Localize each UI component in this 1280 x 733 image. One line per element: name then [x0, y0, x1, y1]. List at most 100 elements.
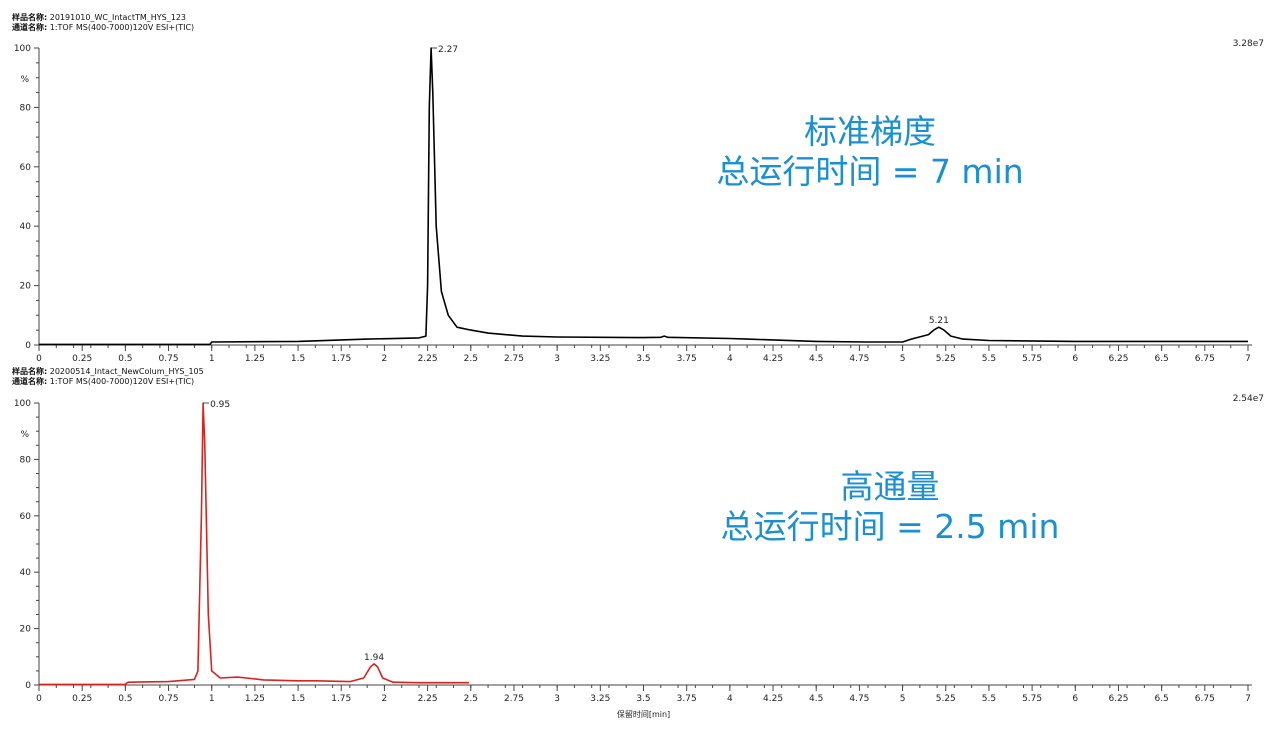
y-tick-label: 80	[20, 103, 32, 113]
x-tick-label: 1.75	[331, 354, 351, 364]
x-tick-label: 2	[382, 354, 388, 364]
x-tick-label: 0.75	[159, 354, 179, 364]
x-tick-label: 1.5	[291, 694, 305, 704]
x-tick-label: 6.75	[1195, 354, 1215, 364]
x-tick-label: 6.5	[1154, 694, 1168, 704]
x-tick-label: 2.5	[464, 354, 478, 364]
x-tick-label: 5	[900, 694, 906, 704]
peak-label: 0.95	[210, 400, 230, 410]
bottom-note-line2: 总运行时间 = 2.5 min	[720, 507, 1060, 546]
x-tick-label: 3.25	[590, 694, 610, 704]
x-tick-label: 2.75	[504, 354, 524, 364]
x-tick-label: 4.25	[763, 694, 783, 704]
y-tick-label: 20	[20, 625, 32, 635]
x-tick-label: 3	[554, 354, 560, 364]
x-tick-label: 6.25	[1108, 354, 1128, 364]
peak-label: 5.21	[929, 316, 949, 326]
intensity-scale-label: 2.54e7	[1233, 394, 1264, 404]
x-tick-label: 2.25	[418, 354, 438, 364]
x-tick-label: 6.25	[1108, 694, 1128, 704]
top-channel-name: 通道名称: 1:TOF MS(400-7000)120V ESI+(TIC)	[12, 23, 194, 33]
x-tick-label: 0.5	[118, 694, 132, 704]
y-tick-label: 20	[20, 282, 32, 292]
bottom-sample-value: 20200514_Intact_NewColum_HYS_105	[49, 367, 204, 376]
x-tick-label: 2.5	[464, 694, 478, 704]
x-tick-label: 1	[209, 354, 215, 364]
top-note-line1: 标准梯度	[804, 112, 936, 151]
x-tick-label: 1.25	[245, 354, 265, 364]
x-tick-label: 0.75	[159, 694, 179, 704]
x-tick-label: 5.5	[982, 354, 996, 364]
chromatogram-trace	[39, 402, 470, 686]
top-channel-label: 通道名称:	[12, 23, 48, 32]
chart-panel-bottom: 0 20 40 60 80 100% 0 0.25 0.5 0.75 1 1.25 1.5 1.75 2 2.…	[14, 394, 1264, 719]
top-sample-label: 样品名称:	[12, 13, 48, 22]
y-tick-label: 40	[20, 222, 32, 232]
y-tick-label: 40	[20, 568, 32, 578]
x-tick-label: 5.25	[936, 694, 956, 704]
top-channel-value: 1:TOF MS(400-7000)120V ESI+(TIC)	[49, 23, 195, 32]
x-tick-label: 0	[36, 354, 42, 364]
x-tick-label: 1.5	[291, 354, 305, 364]
x-tick-label: 4.5	[809, 354, 823, 364]
x-axis-label: 保留时间[min]	[617, 709, 670, 719]
top-note-line2: 总运行时间 = 7 min	[716, 152, 1024, 191]
x-tick-label: 1	[209, 694, 215, 704]
x-tick-label: 6.5	[1154, 354, 1168, 364]
y-tick-label: 100	[14, 44, 31, 54]
x-tick-label: 4	[727, 694, 733, 704]
x-tick-label: 2.25	[418, 694, 438, 704]
bottom-sample-label: 样品名称:	[12, 367, 48, 376]
x-tick-label: 2.75	[504, 694, 524, 704]
top-sample-value: 20191010_WC_IntactTM_HYS_123	[49, 13, 187, 22]
x-tick-label: 6.75	[1195, 694, 1215, 704]
x-tick-label: 7	[1245, 694, 1251, 704]
bottom-channel-label: 通道名称:	[12, 377, 48, 386]
bottom-sample-name: 样品名称: 20200514_Intact_NewColum_HYS_105	[12, 367, 204, 377]
x-tick-label: 7	[1245, 354, 1251, 364]
x-tick-label: 3	[554, 694, 560, 704]
bottom-note: 高通量 总运行时间 = 2.5 min	[680, 467, 1100, 547]
x-tick-label: 3.5	[636, 694, 650, 704]
x-tick-label: 3.75	[677, 694, 697, 704]
peak-label: 2.27	[438, 45, 458, 55]
intensity-scale-label: 3.28e7	[1233, 39, 1264, 49]
x-tick-label: 6	[1072, 354, 1078, 364]
x-tick-label: 4.75	[849, 354, 869, 364]
x-tick-label: 4.5	[809, 694, 823, 704]
x-tick-label: 5	[900, 354, 906, 364]
y-tick-label: 100	[14, 399, 31, 409]
x-tick-label: 5.75	[1022, 354, 1042, 364]
x-tick-label: 0.25	[72, 694, 92, 704]
x-tick-label: 5.75	[1022, 694, 1042, 704]
x-tick-label: 0.25	[72, 354, 92, 364]
bottom-channel-value: 1:TOF MS(400-7000)120V ESI+(TIC)	[49, 377, 195, 386]
chart-panel-top: 0 20 40 60 80 100% 0 0.25 0.5 0.75 1 1.25 1.5 1.75 2 2.…	[14, 39, 1264, 364]
x-tick-label: 6	[1072, 694, 1078, 704]
y-tick-label: 80	[20, 455, 32, 465]
x-tick-label: 1.25	[245, 694, 265, 704]
bottom-channel-name: 通道名称: 1:TOF MS(400-7000)120V ESI+(TIC)	[12, 377, 194, 387]
x-tick-label: 1.75	[331, 694, 351, 704]
x-tick-label: 2	[382, 694, 388, 704]
bottom-note-line1: 高通量	[840, 467, 940, 506]
y-tick-label: 60	[20, 512, 32, 522]
y-axis-unit: %	[20, 75, 29, 85]
x-tick-label: 4.75	[849, 694, 869, 704]
top-sample-name: 样品名称: 20191010_WC_IntactTM_HYS_123	[12, 13, 186, 23]
x-tick-label: 4.25	[763, 354, 783, 364]
top-note: 标准梯度 总运行时间 = 7 min	[660, 112, 1080, 192]
x-tick-label: 0	[36, 694, 42, 704]
x-tick-label: 3.5	[636, 354, 650, 364]
chromatogram-trace	[39, 47, 1248, 346]
y-tick-label: 0	[25, 681, 31, 691]
x-tick-label: 4	[727, 354, 733, 364]
x-tick-label: 0.5	[118, 354, 132, 364]
y-tick-label: 60	[20, 163, 32, 173]
y-axis-unit: %	[20, 430, 29, 440]
x-tick-label: 3.75	[677, 354, 697, 364]
x-tick-label: 5.5	[982, 694, 996, 704]
x-tick-label: 3.25	[590, 354, 610, 364]
